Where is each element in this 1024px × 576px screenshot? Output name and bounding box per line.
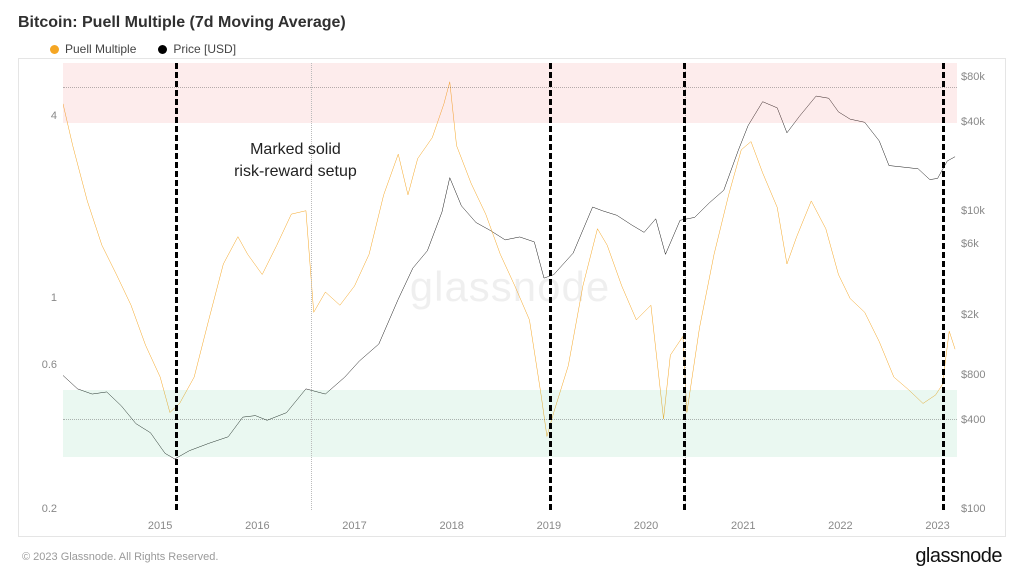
x-tick: 2018 <box>439 520 463 532</box>
threshold-line <box>63 87 957 88</box>
y-left-tick: 0.6 <box>25 359 57 371</box>
y-left-tick: 1 <box>25 292 57 304</box>
chart-title: Bitcoin: Puell Multiple (7d Moving Avera… <box>18 14 1006 32</box>
threshold-line <box>63 419 957 420</box>
halving-marker <box>683 63 686 510</box>
y-left-tick: 4 <box>25 110 57 122</box>
legend-label-puell: Puell Multiple <box>65 42 136 56</box>
brand-logo: glassnode <box>915 545 1002 568</box>
x-tick: 2019 <box>537 520 561 532</box>
halving-marker <box>942 63 945 510</box>
vertical-gridline <box>311 63 312 510</box>
chart-area: glassnode 0.20.614$100$400$800$2k$6k$10k… <box>18 58 1006 537</box>
y-right-tick: $6k <box>961 238 1001 250</box>
y-right-tick: $80k <box>961 71 1001 83</box>
legend-label-price: Price [USD] <box>173 42 236 56</box>
y-right-tick: $40k <box>961 116 1001 128</box>
x-tick: 2021 <box>731 520 755 532</box>
y-right-tick: $100 <box>961 503 1001 515</box>
y-right-tick: $10k <box>961 205 1001 217</box>
x-tick: 2016 <box>245 520 269 532</box>
annotation-line2: risk-reward setup <box>234 163 357 180</box>
legend: Puell Multiple Price [USD] <box>50 42 1006 56</box>
x-tick: 2020 <box>634 520 658 532</box>
y-right-tick: $400 <box>961 414 1001 426</box>
x-tick: 2023 <box>925 520 949 532</box>
x-tick: 2017 <box>342 520 366 532</box>
legend-dot-puell <box>50 45 59 54</box>
puell-line <box>63 82 955 437</box>
y-right-tick: $2k <box>961 309 1001 321</box>
copyright-text: © 2023 Glassnode. All Rights Reserved. <box>22 551 218 563</box>
annotation-line1: Marked solid <box>250 141 341 158</box>
oversold-band <box>63 390 957 457</box>
x-tick: 2015 <box>148 520 172 532</box>
halving-marker <box>549 63 552 510</box>
legend-item-price: Price [USD] <box>158 42 236 56</box>
legend-item-puell: Puell Multiple <box>50 42 136 56</box>
y-right-tick: $800 <box>961 369 1001 381</box>
legend-dot-price <box>158 45 167 54</box>
halving-marker <box>175 63 178 510</box>
annotation-text: Marked solid risk-reward setup <box>234 139 357 182</box>
x-tick: 2022 <box>828 520 852 532</box>
overbought-band <box>63 63 957 123</box>
y-left-tick: 0.2 <box>25 503 57 515</box>
